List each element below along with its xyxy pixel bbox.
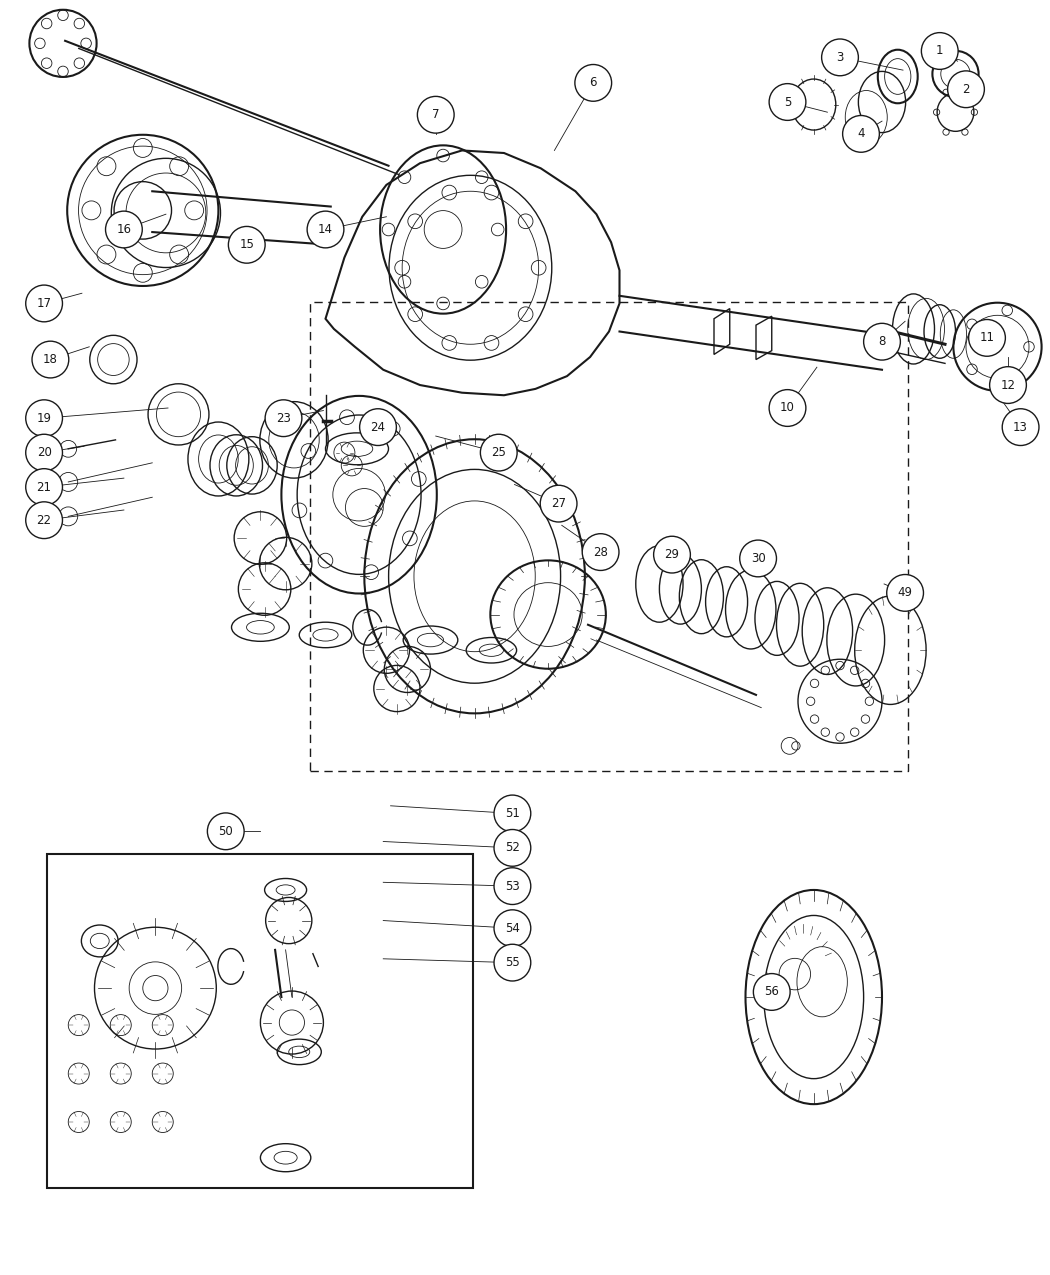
Bar (310, 302, 908, 771)
Circle shape (494, 796, 530, 831)
Circle shape (739, 541, 777, 576)
Text: 53: 53 (505, 880, 520, 892)
Text: 18: 18 (43, 353, 58, 366)
Text: 12: 12 (1001, 379, 1015, 391)
Circle shape (307, 212, 344, 247)
Circle shape (769, 390, 806, 426)
Circle shape (25, 286, 63, 321)
Text: 19: 19 (37, 412, 51, 425)
Text: 13: 13 (1013, 421, 1028, 434)
Text: 11: 11 (980, 332, 994, 344)
Circle shape (25, 435, 63, 470)
Circle shape (582, 534, 618, 570)
Circle shape (989, 367, 1027, 403)
Text: 15: 15 (239, 238, 254, 251)
Text: 22: 22 (37, 514, 51, 527)
Text: 4: 4 (857, 128, 865, 140)
Text: 24: 24 (371, 421, 385, 434)
Circle shape (922, 33, 958, 69)
Text: 6: 6 (589, 76, 597, 89)
Circle shape (541, 486, 578, 521)
Circle shape (418, 97, 454, 133)
Circle shape (25, 502, 63, 538)
Text: 3: 3 (836, 51, 844, 64)
Text: 14: 14 (318, 223, 333, 236)
Text: 54: 54 (505, 922, 520, 935)
Text: 52: 52 (505, 842, 520, 854)
Text: 55: 55 (505, 956, 520, 969)
Text: 7: 7 (432, 108, 440, 121)
Circle shape (653, 537, 691, 572)
Text: 1: 1 (936, 45, 944, 57)
Circle shape (494, 945, 530, 980)
Circle shape (494, 830, 530, 866)
Circle shape (481, 435, 517, 470)
Text: 8: 8 (878, 335, 886, 348)
Text: 51: 51 (505, 807, 520, 820)
Circle shape (208, 813, 244, 849)
Text: 23: 23 (276, 412, 291, 425)
Circle shape (105, 212, 142, 247)
Circle shape (769, 84, 806, 120)
Text: 5: 5 (783, 96, 792, 108)
Circle shape (842, 116, 880, 152)
Text: 16: 16 (117, 223, 131, 236)
Text: 27: 27 (551, 497, 566, 510)
Text: 17: 17 (37, 297, 51, 310)
Circle shape (229, 227, 265, 263)
Circle shape (25, 469, 63, 505)
Text: 29: 29 (665, 548, 679, 561)
Text: 50: 50 (218, 825, 233, 838)
Text: 21: 21 (37, 481, 51, 493)
Circle shape (25, 400, 63, 436)
Circle shape (754, 974, 790, 1010)
Circle shape (494, 868, 530, 904)
Circle shape (494, 910, 530, 946)
Text: 30: 30 (751, 552, 765, 565)
Circle shape (575, 65, 611, 101)
Text: 20: 20 (37, 446, 51, 459)
Text: 49: 49 (898, 586, 912, 599)
Text: 2: 2 (962, 83, 970, 96)
Circle shape (265, 400, 302, 436)
Circle shape (968, 320, 1006, 356)
Bar (47, 854, 472, 1188)
Text: 25: 25 (491, 446, 506, 459)
Text: 10: 10 (780, 402, 795, 414)
Circle shape (359, 409, 397, 445)
Circle shape (886, 575, 924, 611)
Circle shape (1002, 409, 1038, 445)
Text: 56: 56 (764, 986, 779, 998)
Circle shape (32, 342, 69, 377)
Circle shape (821, 40, 859, 75)
Circle shape (947, 71, 985, 107)
Text: 28: 28 (593, 546, 608, 558)
Circle shape (863, 324, 901, 360)
